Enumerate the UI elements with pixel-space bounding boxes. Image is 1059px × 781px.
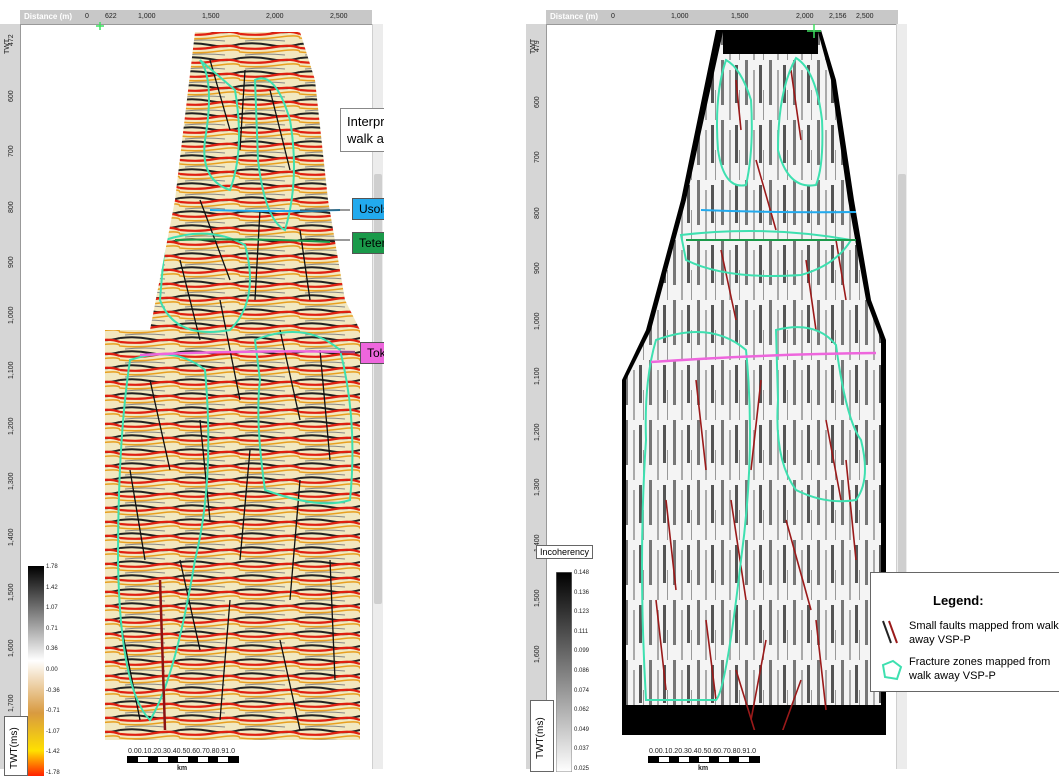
right-tick: 0 xyxy=(611,13,615,20)
left-colorbar-tick: 1.07 xyxy=(46,605,58,612)
left-colorbar-tick: 0.71 xyxy=(46,625,58,632)
left-scale-unit: km xyxy=(177,765,188,772)
right-colorbar-tick: 0.123 xyxy=(574,609,590,616)
right-colorbar-tick: 0.025 xyxy=(574,766,590,772)
left-colorbar-tick: -1.07 xyxy=(46,728,60,735)
right-tick: 1,500 xyxy=(731,13,749,20)
right-vertical-scrollbar[interactable] xyxy=(896,24,907,769)
left-seismic-section xyxy=(96,22,360,740)
left-scroll-thumb[interactable] xyxy=(374,174,382,604)
left-colorbar-tick: -1.42 xyxy=(46,749,60,756)
legend-title: Legend: xyxy=(933,593,984,608)
right-distance-title: Distance (m) xyxy=(550,12,599,21)
left-seismic-panel: Distance (m) 0 622 1,000 1,500 2,000 2,5… xyxy=(0,0,384,781)
left-colorbar-tick: 1.78 xyxy=(46,564,58,570)
left-colorbar-tick: -1.78 xyxy=(46,770,60,776)
legend-zones-text: Fracture zones mapped from walk away VSP… xyxy=(909,656,1051,682)
incoherency-title-box: Incoherency xyxy=(536,545,594,559)
right-colorbar-tick: 0.086 xyxy=(574,668,590,674)
right-colorbar-tick: 0.148 xyxy=(574,570,590,576)
left-twt-unit-label: TWT(ms) xyxy=(9,727,20,769)
left-tick: 1,500 xyxy=(202,13,220,20)
right-colorbar-tick: 0.037 xyxy=(574,746,590,753)
left-tick: 2,000 xyxy=(266,13,284,20)
right-tick: 2,156 xyxy=(829,13,847,20)
left-tick: 622 xyxy=(105,13,117,20)
horizon-label-usolskaya: Usolskaya xyxy=(352,198,384,220)
right-colorbar xyxy=(556,572,572,772)
right-twt-unit-box: TWT(ms) xyxy=(530,700,554,772)
left-tick: 0 xyxy=(85,13,89,20)
left-colorbar-tick: -0.36 xyxy=(46,687,60,694)
left-scale-bar xyxy=(127,756,239,763)
right-tick: 2,500 xyxy=(856,13,874,20)
left-twt-unit-box: TWT(ms) xyxy=(4,716,28,776)
right-tick: 2,000 xyxy=(796,13,814,20)
left-distance-title: Distance (m) xyxy=(24,12,73,21)
left-distance-ruler: Distance (m) 0 622 1,000 1,500 2,000 2,5… xyxy=(20,10,372,25)
left-tick: 1,000 xyxy=(138,13,156,20)
right-colorbar-tick: 0.111 xyxy=(574,628,589,635)
legend-box: Legend: Small faults mapped from walk aw… xyxy=(870,572,1059,692)
right-coherency-panel: Distance (m) 0 1,000 1,500 2,000 2,156 2… xyxy=(526,0,1059,781)
right-twt-unit-label: TWT(ms) xyxy=(535,717,546,759)
right-colorbar-tick: 0.099 xyxy=(574,648,590,655)
fracture-zone-icon xyxy=(881,659,903,681)
left-vertical-scrollbar[interactable] xyxy=(372,24,383,769)
right-colorbar-tick: 0.062 xyxy=(574,707,590,714)
right-scale-bar xyxy=(648,756,760,763)
left-colorbar-tick: 0.36 xyxy=(46,646,58,653)
right-scale-ticks: 0.00.10.20.30.40.50.60.70.80.91.0 xyxy=(649,748,757,755)
horizon-label-teterskaya: Teterskaya xyxy=(352,232,384,254)
fault-line-icon xyxy=(882,620,898,644)
right-tick: 1,000 xyxy=(671,13,689,20)
right-colorbar-tick: 0.049 xyxy=(574,726,590,733)
legend-faults-text: Small faults mapped from walk away VSP-P xyxy=(909,620,1059,646)
right-incoherency-section xyxy=(622,24,886,735)
right-scale-unit: km xyxy=(698,765,709,772)
right-scroll-thumb[interactable] xyxy=(898,174,906,594)
horizons-callout: Interpreted horizons on walk away VSP-P: xyxy=(340,108,384,152)
left-colorbar-tick: 0.00 xyxy=(46,667,58,673)
right-colorbar-tick: 0.136 xyxy=(574,589,590,596)
left-scale-ticks: 0.00.10.20.30.40.50.60.70.80.91.0 xyxy=(128,748,236,755)
left-tick: 2,500 xyxy=(330,13,348,20)
right-colorbar-tick: 0.074 xyxy=(574,687,590,694)
left-colorbar-tick: 1.42 xyxy=(46,584,58,591)
left-colorbar xyxy=(28,566,44,776)
right-twt-ruler: TWT xyxy=(526,24,547,769)
left-colorbar-tick: -0.71 xyxy=(46,708,60,715)
right-distance-ruler: Distance (m) 0 1,000 1,500 2,000 2,156 2… xyxy=(546,10,898,25)
left-twt-ruler: TWT xyxy=(0,24,21,769)
horizon-label-tokurskaya: Tokurskaya xyxy=(360,342,384,364)
